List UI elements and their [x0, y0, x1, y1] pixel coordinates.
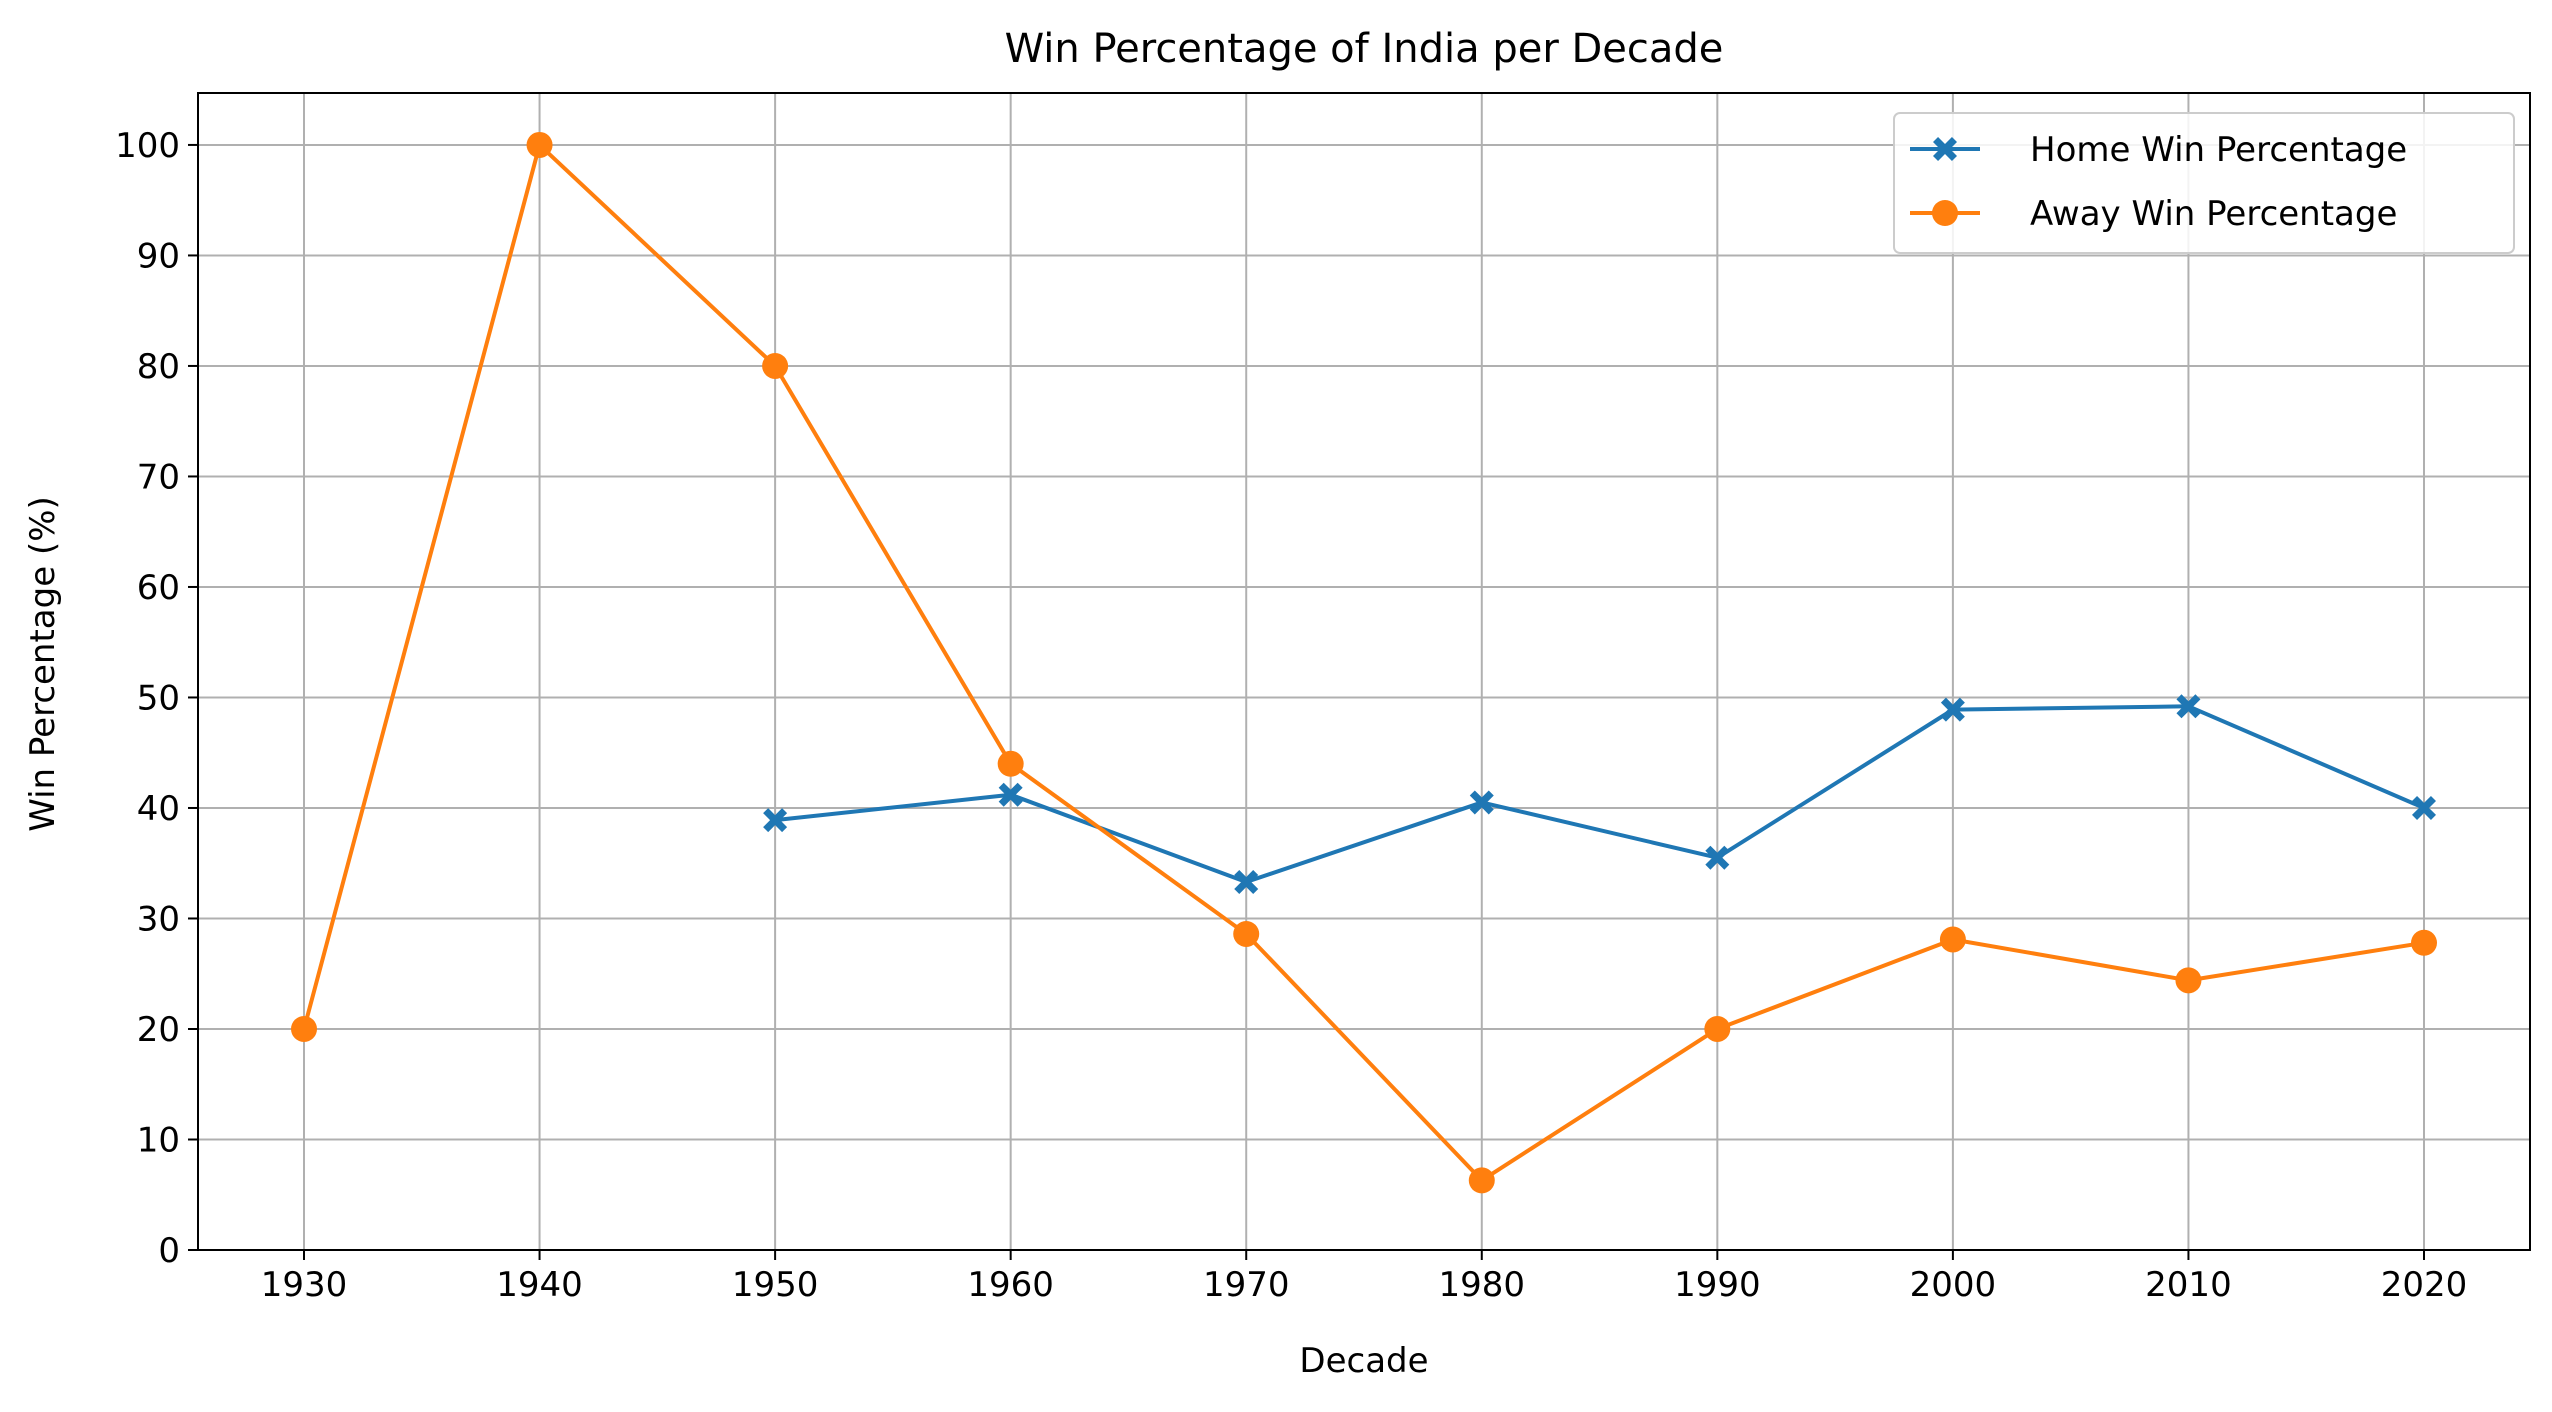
data-point: [1939, 926, 1966, 953]
y-tick-label: 40: [137, 789, 180, 829]
legend-marker: [1932, 200, 1958, 226]
y-tick-label: 60: [137, 568, 180, 608]
x-tick-label: 1960: [967, 1265, 1054, 1305]
data-point: [526, 131, 553, 158]
data-point: [1704, 1015, 1731, 1042]
legend-label: Home Win Percentage: [2030, 130, 2407, 170]
data-point: [1233, 920, 1260, 947]
y-tick-label: 20: [137, 1010, 180, 1050]
data-point: [1468, 1167, 1495, 1194]
series-layer: [291, 131, 2437, 1194]
data-point: [1234, 870, 1259, 895]
legend-marker: [1933, 137, 1957, 161]
y-tick-label: 70: [137, 457, 180, 497]
y-axis-label: Win Percentage (%): [23, 496, 63, 832]
x-tick-label: 1970: [1203, 1265, 1290, 1305]
data-point: [2176, 694, 2201, 719]
series-line: [302, 142, 2425, 1183]
plot-frame: [197, 92, 2531, 1251]
x-tick-label: 1940: [496, 1265, 583, 1305]
data-point: [2175, 967, 2202, 994]
x-tick-label: 1950: [732, 1265, 819, 1305]
y-tick-label: 80: [137, 347, 180, 387]
legend-item: Home Win Percentage: [1910, 130, 2407, 170]
y-tick-label: 0: [158, 1231, 180, 1271]
data-point: [762, 352, 789, 379]
x-tick-label: 1990: [1674, 1265, 1761, 1305]
legend: Home Win Percentage Away Win Percentage: [1893, 112, 2515, 254]
chart-title: Win Percentage of India per Decade: [1005, 26, 1724, 72]
y-tick-label: 10: [137, 1120, 180, 1160]
data-point: [291, 1015, 317, 1042]
axes: 1930 1940 1950 1960 1970 1980 1990 2000 2010 2020…: [115, 126, 2467, 1305]
data-point: [1940, 697, 1965, 722]
y-tick-label: 50: [137, 678, 180, 718]
legend-item: Away Win Percentage: [1910, 194, 2397, 234]
legend-label: Away Win Percentage: [2030, 194, 2397, 234]
data-point: [2412, 795, 2436, 820]
legend-box: [1893, 112, 2515, 254]
data-point: [997, 750, 1024, 777]
series-line: [774, 704, 2425, 885]
series-home: [763, 694, 2436, 895]
x-tick-label: 2020: [2381, 1265, 2468, 1305]
x-axis-label: Decade: [1299, 1341, 1428, 1381]
y-tick-label: 30: [137, 899, 180, 939]
x-tick-label: 2010: [2145, 1265, 2232, 1305]
data-point: [998, 782, 1023, 807]
data-point: [1469, 790, 1494, 815]
data-point: [763, 808, 788, 833]
y-tick-label: 90: [137, 236, 180, 276]
x-tick-label: 1930: [261, 1265, 348, 1305]
data-point: [1705, 845, 1730, 870]
data-point: [2411, 929, 2437, 956]
y-tick-label: 100: [115, 126, 180, 166]
x-tick-label: 2000: [1910, 1265, 1997, 1305]
series-away: [291, 131, 2437, 1194]
x-tick-label: 1980: [1439, 1265, 1526, 1305]
